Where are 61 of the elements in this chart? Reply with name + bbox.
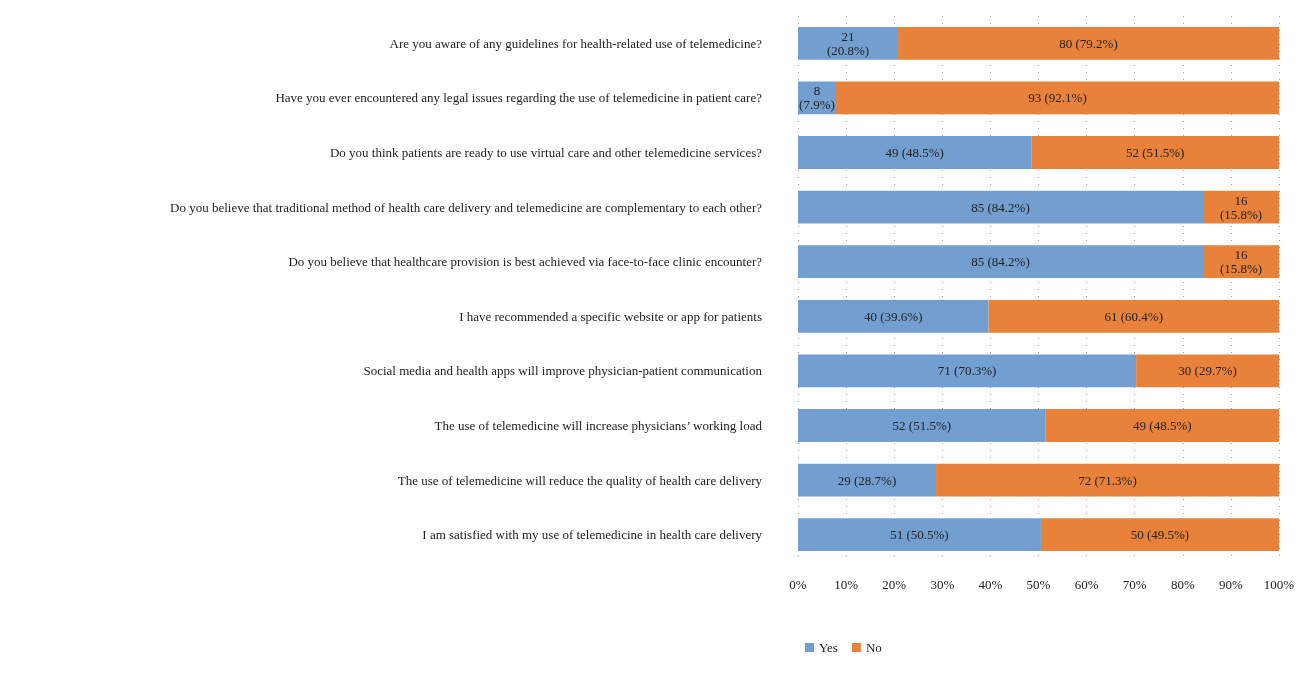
bar <box>798 136 1032 169</box>
data-label: 93 (92.1%) <box>1028 90 1087 106</box>
bar <box>798 190 1203 224</box>
data-label: 16 (15.8%) <box>1219 192 1263 222</box>
data-label: 61 (60.4%) <box>1104 308 1163 324</box>
x-tick-label: 10% <box>834 577 859 592</box>
x-tick-label: 40% <box>978 577 1003 592</box>
bar <box>798 26 899 60</box>
bar <box>936 463 1279 497</box>
data-label: 49 (48.5%) <box>885 145 944 160</box>
x-tick-label: 30% <box>930 577 955 592</box>
x-tick-label: 70% <box>1122 577 1147 592</box>
data-label: 16 (15.8%) <box>1219 247 1263 277</box>
x-tick-label: 0% <box>789 577 807 592</box>
data-label: 49 (48.5%) <box>1133 418 1192 433</box>
bar <box>898 26 1279 60</box>
bar <box>798 518 1041 552</box>
legend-label: No <box>865 640 882 655</box>
data-label: 29 (28.7%) <box>837 472 897 488</box>
x-tick-label: 20% <box>882 577 907 592</box>
data-label: 52 (51.5%) <box>892 418 952 433</box>
data-label: 52 (51.5%) <box>1125 145 1185 160</box>
y-tick-label: Social media and health apps will improve physician-patient communication <box>363 363 763 379</box>
bar <box>798 245 1203 279</box>
bar <box>836 81 1279 115</box>
y-tick-label: The use of telemedicine will reduce the quality of health care delivery <box>397 472 763 488</box>
data-label: 40 (39.6%) <box>863 308 923 324</box>
data-label: 21 (20.8%) <box>826 28 870 58</box>
bar <box>1136 354 1279 388</box>
data-label: 51 (50.5%) <box>890 527 949 543</box>
bar <box>798 299 989 333</box>
bar <box>798 409 1046 442</box>
bar <box>988 299 1279 333</box>
data-label: 85 (84.2%) <box>971 254 1030 270</box>
x-tick-label: 100% <box>1263 577 1295 592</box>
y-tick-label: Are you aware of any guidelines for health-related use of telemedicine? <box>389 35 763 51</box>
data-label: 80 (79.2%) <box>1059 35 1118 51</box>
y-tick-label: I am satisfied with my use of telemedicine in health care delivery <box>422 527 763 543</box>
data-label: 72 (71.3%) <box>1078 472 1137 488</box>
y-tick-label: Do you think patients are ready to use virtual care and other telemedicine services? <box>329 145 763 160</box>
x-tick-label: 60% <box>1074 577 1099 592</box>
bar <box>1031 136 1279 169</box>
data-label: 30 (29.7%) <box>1178 363 1237 379</box>
y-tick-label: Do you believe that traditional method of health care delivery and telemedicine are complementary to each other? <box>170 199 763 215</box>
data-label: 71 (70.3%) <box>937 363 997 379</box>
bar <box>1045 409 1279 442</box>
data-label: 8 (7.9%) <box>799 83 835 113</box>
data-label: 50 (49.5%) <box>1130 527 1190 543</box>
bar <box>1040 518 1279 552</box>
y-tick-label: The use of telemedicine will increase physicians’ working load <box>434 418 763 433</box>
bar <box>798 463 937 497</box>
legend-label: Yes <box>819 640 838 655</box>
bar <box>1203 245 1279 279</box>
bar <box>798 354 1137 388</box>
data-label: 85 (84.2%) <box>971 199 1030 215</box>
y-tick-label: Do you believe that healthcare provision is best achieved via face-to-face clinic encounter? <box>288 254 763 270</box>
x-tick-label: 50% <box>1026 577 1051 592</box>
x-tick-label: 80% <box>1170 577 1195 592</box>
y-tick-label: I have recommended a specific website or app for patients <box>459 308 762 324</box>
x-tick-label: 90% <box>1218 577 1243 592</box>
y-tick-label: Have you ever encountered any legal issues regarding the use of telemedicine in patient care? <box>275 90 763 106</box>
